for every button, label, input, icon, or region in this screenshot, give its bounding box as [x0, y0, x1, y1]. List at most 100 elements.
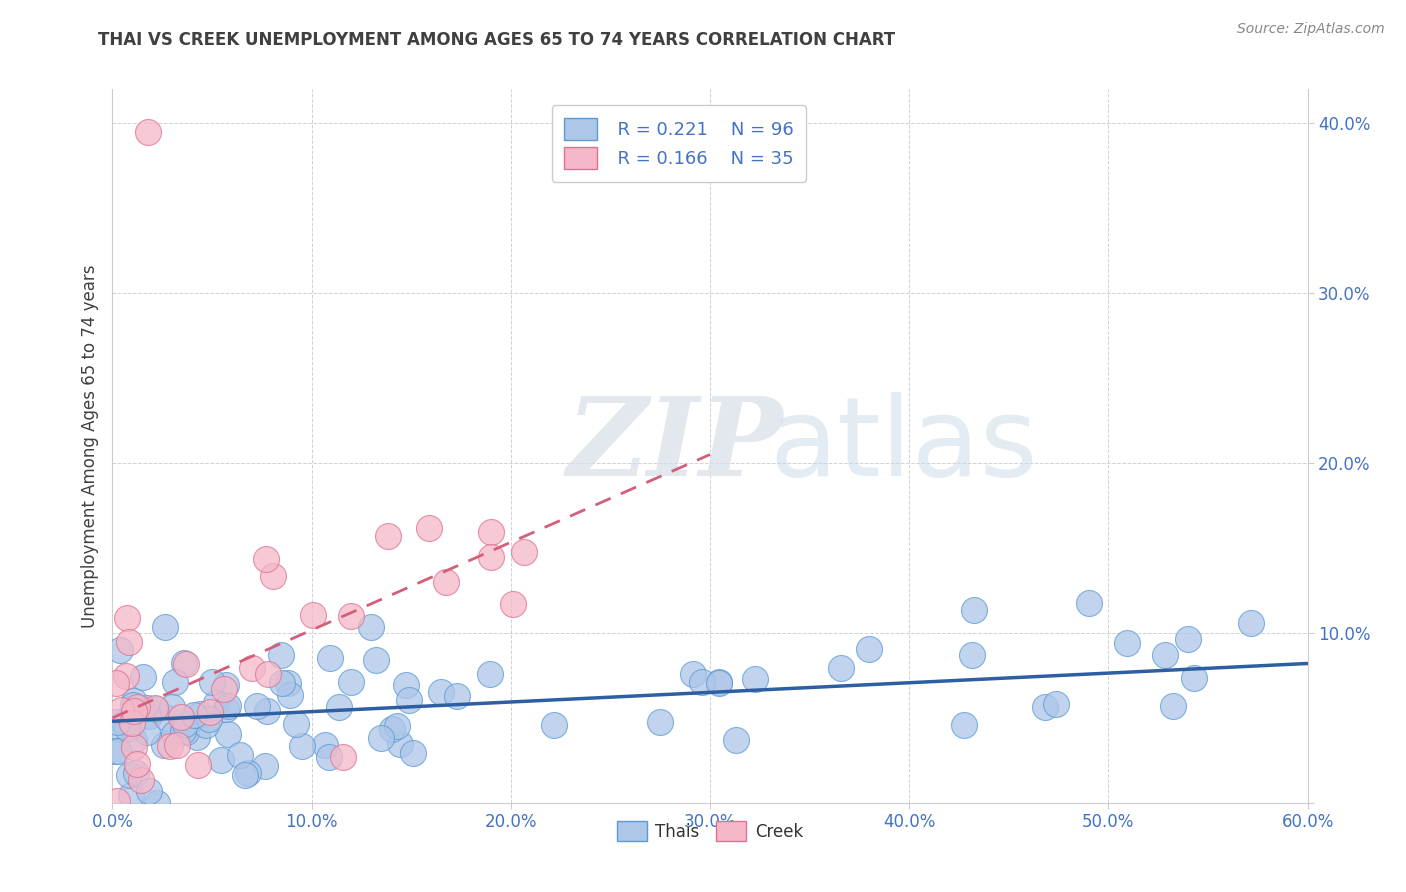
Point [105, 676, 128, 690]
Point [240, 661, 263, 675]
Point [387, 719, 409, 733]
Y-axis label: Unemployment Among Ages 65 to 74 years: Unemployment Among Ages 65 to 74 years [80, 264, 98, 628]
Point [212, 682, 235, 697]
Point [160, 700, 183, 714]
Point [284, 717, 307, 731]
Point [105, 794, 128, 808]
Point [118, 635, 141, 649]
Point [381, 722, 404, 736]
Point [198, 712, 221, 726]
Point [159, 739, 181, 753]
Point [830, 661, 852, 675]
Point [364, 653, 387, 667]
Point [543, 718, 565, 732]
Point [105, 715, 128, 730]
Point [725, 733, 748, 747]
Point [186, 730, 208, 744]
Point [340, 608, 363, 623]
Point [690, 674, 713, 689]
Point [370, 731, 392, 745]
Point [1078, 596, 1101, 610]
Point [1033, 699, 1056, 714]
Point [165, 675, 187, 690]
Text: ZIP: ZIP [567, 392, 783, 500]
Point [124, 694, 146, 708]
Point [114, 669, 136, 683]
Point [125, 756, 148, 771]
Point [434, 575, 457, 590]
Point [277, 676, 299, 690]
Point [146, 796, 169, 810]
Point [682, 666, 704, 681]
Point [246, 698, 269, 713]
Point [125, 700, 148, 714]
Point [1240, 615, 1263, 630]
Point [138, 709, 160, 723]
Point [153, 619, 176, 633]
Point [156, 711, 179, 725]
Point [1045, 697, 1067, 711]
Point [107, 744, 129, 758]
Point [256, 667, 278, 681]
Point [136, 724, 159, 739]
Point [271, 675, 294, 690]
Point [398, 693, 420, 707]
Point [121, 716, 143, 731]
Point [262, 568, 284, 582]
Point [121, 698, 143, 713]
Point [395, 678, 418, 692]
Point [170, 710, 193, 724]
Point [278, 688, 301, 702]
Point [339, 674, 361, 689]
Point [132, 670, 155, 684]
Point [138, 784, 160, 798]
Point [1177, 632, 1199, 646]
Text: Source: ZipAtlas.com: Source: ZipAtlas.com [1237, 22, 1385, 37]
Point [314, 738, 336, 752]
Point [479, 524, 502, 539]
Point [963, 603, 986, 617]
Point [143, 701, 166, 715]
Point [108, 722, 131, 736]
Point [125, 766, 148, 780]
Point [217, 699, 239, 714]
Point [112, 714, 135, 729]
Point [479, 550, 502, 565]
Point [360, 620, 382, 634]
Point [429, 685, 451, 699]
Point [205, 696, 228, 710]
Point [120, 788, 142, 802]
Point [707, 675, 730, 690]
Point [153, 738, 176, 752]
Point [195, 718, 218, 732]
Point [707, 675, 730, 690]
Point [229, 747, 252, 762]
Point [174, 657, 197, 671]
Point [201, 675, 224, 690]
Point [209, 753, 232, 767]
Point [328, 699, 350, 714]
Point [173, 656, 195, 670]
Point [1116, 636, 1139, 650]
Point [172, 723, 194, 738]
Point [256, 704, 278, 718]
Point [174, 716, 197, 731]
Point [138, 125, 160, 139]
Point [235, 768, 257, 782]
Point [104, 744, 127, 758]
Point [215, 678, 238, 692]
Point [302, 608, 325, 623]
Point [183, 708, 205, 723]
Point [236, 765, 259, 780]
Point [1161, 699, 1184, 714]
Point [145, 702, 167, 716]
Point [120, 710, 142, 724]
Point [479, 666, 502, 681]
Point [115, 610, 138, 624]
Text: atlas: atlas [770, 392, 1038, 500]
Point [318, 749, 340, 764]
Point [291, 739, 314, 754]
Point [174, 725, 197, 739]
Point [110, 643, 132, 657]
Point [163, 727, 186, 741]
